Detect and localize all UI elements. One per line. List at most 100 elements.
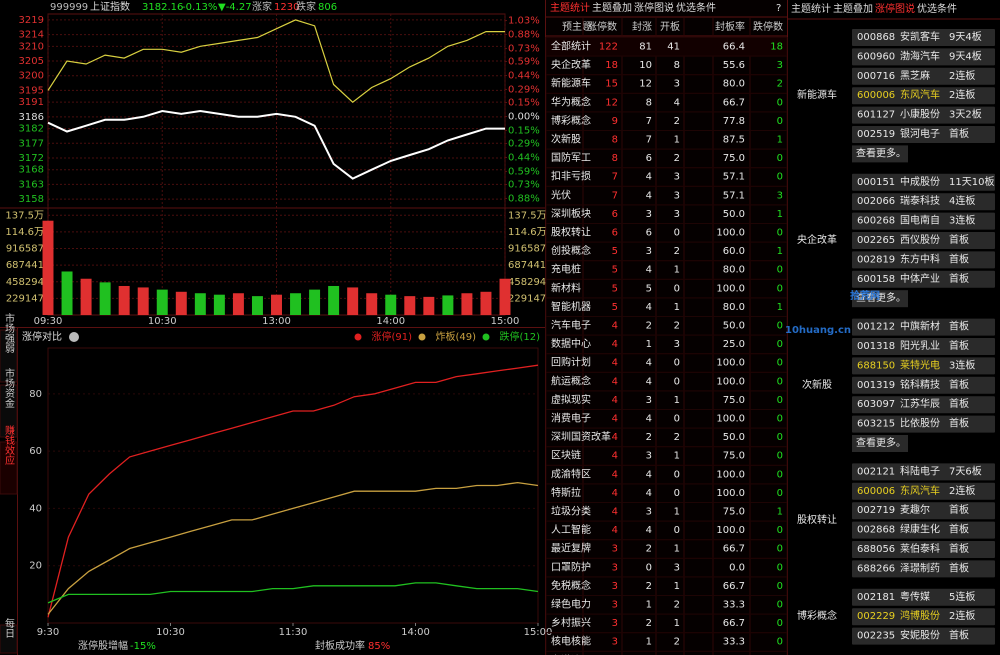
stock-item[interactable] bbox=[852, 357, 995, 375]
stock-item[interactable] bbox=[852, 463, 995, 481]
side-tab-label[interactable]: 每日 bbox=[3, 617, 15, 638]
stock-item[interactable] bbox=[852, 270, 995, 288]
x-tick-label: 13:00 bbox=[262, 316, 291, 327]
stock-item[interactable] bbox=[852, 338, 995, 355]
stock-item[interactable] bbox=[852, 541, 995, 558]
column-header: 封板率 bbox=[715, 20, 745, 33]
cell: 1 bbox=[646, 339, 652, 350]
stock-board: 首板 bbox=[949, 378, 969, 391]
cell: 0 bbox=[777, 228, 783, 239]
cell: 创投概念 bbox=[551, 244, 591, 257]
stock-item[interactable] bbox=[852, 173, 995, 191]
stock-item[interactable] bbox=[852, 608, 995, 626]
y2-tick-label: 0.88% bbox=[508, 193, 540, 204]
stock-board: 首板 bbox=[949, 320, 969, 333]
more-button[interactable] bbox=[852, 290, 908, 308]
cell: 5 bbox=[646, 283, 652, 294]
side-tab-label[interactable]: 赚钱效应 bbox=[3, 424, 15, 466]
stock-item[interactable] bbox=[852, 588, 995, 606]
stock-item[interactable] bbox=[852, 126, 995, 143]
cell: 50.0 bbox=[723, 321, 745, 332]
cell: 1 bbox=[674, 618, 680, 629]
cell: 1 bbox=[674, 395, 680, 406]
stock-item[interactable] bbox=[852, 48, 995, 66]
header-up-label: 涨家 bbox=[252, 0, 272, 13]
cell: 3 bbox=[674, 339, 680, 350]
stock-item[interactable] bbox=[852, 212, 995, 230]
stock-item[interactable] bbox=[852, 482, 995, 500]
stock-name: 西仪股份 bbox=[900, 234, 940, 246]
stock-item[interactable] bbox=[852, 627, 995, 645]
volume-tick-label: 229147 bbox=[6, 293, 44, 304]
cell: 8 bbox=[612, 153, 618, 164]
volume-bar bbox=[118, 285, 130, 315]
legend-label: 跌停(12) bbox=[499, 330, 540, 343]
y-tick-label: 3158 bbox=[19, 194, 44, 205]
stock-item[interactable] bbox=[852, 232, 995, 249]
volume-bar bbox=[232, 293, 244, 315]
cell: 3 bbox=[646, 246, 652, 257]
side-tab-label[interactable]: 市场资金 bbox=[3, 367, 15, 408]
series-line bbox=[47, 364, 539, 618]
cell: 核电核能 bbox=[551, 635, 591, 648]
cell: 国防军工 bbox=[551, 151, 591, 164]
cell: 1 bbox=[646, 637, 652, 648]
cell: 7 bbox=[646, 116, 652, 127]
y-tick-label: 40 bbox=[29, 503, 42, 514]
cell: 股权转让 bbox=[551, 226, 591, 239]
cell: 0 bbox=[777, 525, 783, 536]
stock-item[interactable] bbox=[852, 396, 995, 414]
table-row[interactable] bbox=[545, 650, 788, 655]
stock-item[interactable] bbox=[852, 415, 995, 433]
tab: 主题统计 bbox=[550, 1, 590, 14]
cell: 10 bbox=[639, 60, 652, 71]
header-name: 上证指数 bbox=[90, 0, 130, 13]
cell: 数据中心 bbox=[551, 337, 591, 350]
cell: 最近复牌 bbox=[551, 542, 591, 555]
watermark-site: 10huang.cn bbox=[785, 325, 851, 336]
volume-tick-label: 114.6万 bbox=[5, 227, 44, 238]
cell: 0 bbox=[674, 414, 680, 425]
stock-board: 首板 bbox=[949, 272, 969, 285]
cell: 100.0 bbox=[716, 358, 745, 369]
cell: 2 bbox=[674, 246, 680, 257]
cell: 0 bbox=[674, 358, 680, 369]
stock-item[interactable] bbox=[852, 318, 995, 336]
more-button[interactable] bbox=[852, 435, 908, 452]
side-tab[interactable] bbox=[0, 624, 18, 654]
stock-item[interactable] bbox=[852, 193, 995, 211]
cell: 55.6 bbox=[723, 60, 745, 71]
cell: 1 bbox=[674, 135, 680, 146]
stock-item[interactable] bbox=[852, 560, 995, 578]
side-tab[interactable] bbox=[0, 329, 18, 383]
cell: 7 bbox=[612, 172, 618, 183]
cell: 全部统计 bbox=[551, 40, 591, 53]
cell: 0 bbox=[777, 116, 783, 127]
stock-item[interactable] bbox=[852, 106, 995, 124]
cell: 1 bbox=[674, 544, 680, 555]
cell: 66.7 bbox=[723, 581, 745, 592]
footer-value: 85% bbox=[368, 641, 390, 652]
stock-item[interactable] bbox=[852, 87, 995, 105]
cell: 3 bbox=[674, 79, 680, 90]
side-tab[interactable] bbox=[0, 441, 18, 495]
stock-item[interactable] bbox=[852, 521, 995, 539]
stock-item[interactable] bbox=[852, 29, 995, 46]
stock-item[interactable] bbox=[852, 251, 995, 269]
more-button[interactable] bbox=[852, 145, 908, 163]
column-header: 开板 bbox=[660, 20, 680, 33]
stock-item[interactable] bbox=[852, 502, 995, 520]
cell: 77.8 bbox=[723, 116, 745, 127]
side-tab[interactable] bbox=[0, 384, 18, 438]
y-tick-label: 3214 bbox=[19, 30, 44, 41]
cell: 4 bbox=[612, 414, 618, 425]
volume-bar bbox=[251, 296, 263, 315]
more-link: 查看更多。 bbox=[856, 146, 906, 159]
stock-item[interactable] bbox=[852, 67, 995, 85]
cell: 2 bbox=[674, 116, 680, 127]
stock-item[interactable] bbox=[852, 376, 995, 394]
side-tab-label[interactable]: 市场强弱 bbox=[3, 312, 15, 354]
cell: 光伏 bbox=[551, 188, 571, 201]
stock-code: 600960 bbox=[857, 51, 895, 62]
